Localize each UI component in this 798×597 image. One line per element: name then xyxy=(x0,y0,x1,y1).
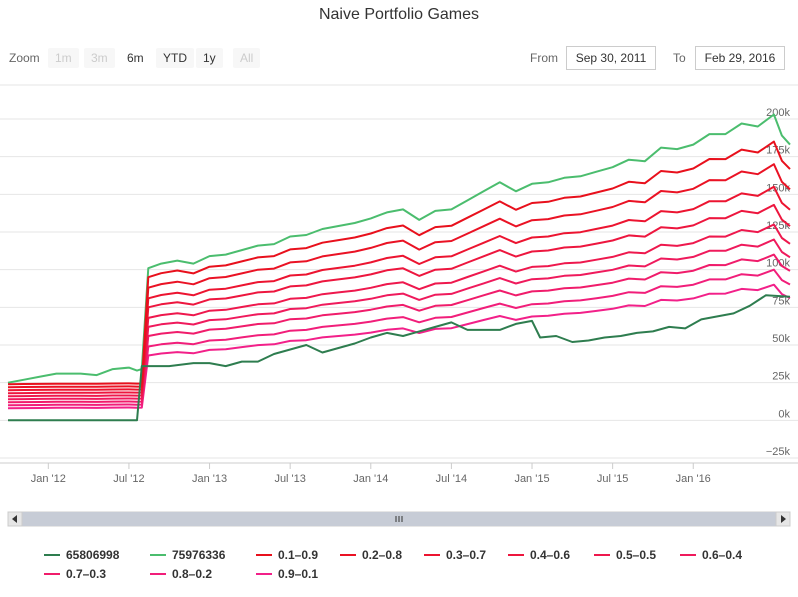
legend-item[interactable]: 65806998 xyxy=(44,548,119,562)
series-line[interactable] xyxy=(8,294,791,422)
legend-label: 0.7–0.3 xyxy=(66,567,107,581)
y-tick-label: 75k xyxy=(772,295,790,307)
y-tick-label: 50k xyxy=(772,333,790,345)
legend-line-icon xyxy=(424,553,440,556)
legend-item[interactable]: 0.5–0.5 xyxy=(594,548,656,562)
from-date-input[interactable]: Sep 30, 2011 xyxy=(566,46,656,70)
legend-line-icon xyxy=(256,572,272,575)
legend-line-icon xyxy=(44,553,60,556)
series-line[interactable] xyxy=(7,163,791,389)
x-tick-label: Jul '12 xyxy=(113,473,144,485)
x-tick-label: Jul '15 xyxy=(597,473,628,485)
series-line[interactable] xyxy=(7,238,791,401)
legend-item[interactable]: 75976336 xyxy=(150,548,225,562)
y-tick-label: 0k xyxy=(778,408,790,420)
legend-item[interactable]: 0.3–0.7 xyxy=(424,548,486,562)
chart-title: Naive Portfolio Games xyxy=(318,6,480,23)
x-tick-label: Jan '12 xyxy=(31,473,66,485)
legend-item[interactable]: 0.1–0.9 xyxy=(256,548,318,562)
zoom-3m-button[interactable]: 3m xyxy=(84,48,115,68)
x-tick-label: Jan '16 xyxy=(676,473,711,485)
scrollbar-grip-icon[interactable] xyxy=(395,516,403,522)
y-tick-label: 125k xyxy=(766,220,790,232)
legend-label: 0.5–0.5 xyxy=(616,548,657,562)
legend-label: 0.9–0.1 xyxy=(278,567,319,581)
x-tick-label: Jul '13 xyxy=(274,473,305,485)
legend-line-icon xyxy=(340,553,356,556)
x-tick-label: Jan '13 xyxy=(192,473,227,485)
legend-line-icon xyxy=(150,572,166,575)
legend-label: 0.8–0.2 xyxy=(172,567,213,581)
x-tick-label: Jan '14 xyxy=(353,473,388,485)
legend-line-icon xyxy=(256,553,272,556)
x-tick-label: Jul '14 xyxy=(436,473,467,485)
arrow-left-icon xyxy=(12,515,17,523)
legend-label: 0.4–0.6 xyxy=(530,548,571,562)
to-date-input[interactable]: Feb 29, 2016 xyxy=(695,46,785,70)
legend-label: 0.1–0.9 xyxy=(278,548,319,562)
zoom-6m-button[interactable]: 6m xyxy=(120,48,151,68)
y-tick-label: −25k xyxy=(766,446,791,458)
zoom-1m-button[interactable]: 1m xyxy=(48,48,79,68)
series-line[interactable] xyxy=(7,140,791,386)
legend-item[interactable]: 0.6–0.4 xyxy=(680,548,742,562)
series-line[interactable] xyxy=(7,185,791,392)
legend-label: 75976336 xyxy=(172,548,226,562)
legend-line-icon xyxy=(150,553,166,556)
legend-line-icon xyxy=(594,553,610,556)
series-line[interactable] xyxy=(7,223,791,398)
y-tick-label: 25k xyxy=(772,371,790,383)
legend-item[interactable]: 0.8–0.2 xyxy=(150,567,212,581)
legend-line-icon xyxy=(680,553,696,556)
to-label: To xyxy=(673,51,686,65)
series-line[interactable] xyxy=(7,268,791,407)
legend-line-icon xyxy=(508,553,524,556)
zoom-ytd-button[interactable]: YTD xyxy=(156,48,194,68)
arrow-right-icon xyxy=(781,515,786,523)
legend-item[interactable]: 0.7–0.3 xyxy=(44,567,106,581)
x-tick-label: Jan '15 xyxy=(514,473,549,485)
legend-label: 0.6–0.4 xyxy=(702,548,743,562)
legend-label: 0.3–0.7 xyxy=(446,548,487,562)
series-line[interactable] xyxy=(7,113,791,384)
legend-label: 65806998 xyxy=(66,548,120,562)
legend-item[interactable]: 0.2–0.8 xyxy=(340,548,402,562)
series-line[interactable] xyxy=(7,203,791,395)
series-lines[interactable] xyxy=(7,113,791,422)
zoom-label: Zoom xyxy=(9,51,40,65)
from-label: From xyxy=(530,51,558,65)
legend-item[interactable]: 0.4–0.6 xyxy=(508,548,570,562)
legend-line-icon xyxy=(44,572,60,575)
series-line[interactable] xyxy=(7,283,791,410)
zoom-1y-button[interactable]: 1y xyxy=(196,48,223,68)
zoom-all-button[interactable]: All xyxy=(233,48,261,68)
x-axis: Jan '12 Jul '12 Jan '13 Jul '13 Jan '14 Jul '… xyxy=(31,463,711,485)
legend-item[interactable]: 0.9–0.1 xyxy=(256,567,318,581)
legend-label: 0.2–0.8 xyxy=(362,548,403,562)
